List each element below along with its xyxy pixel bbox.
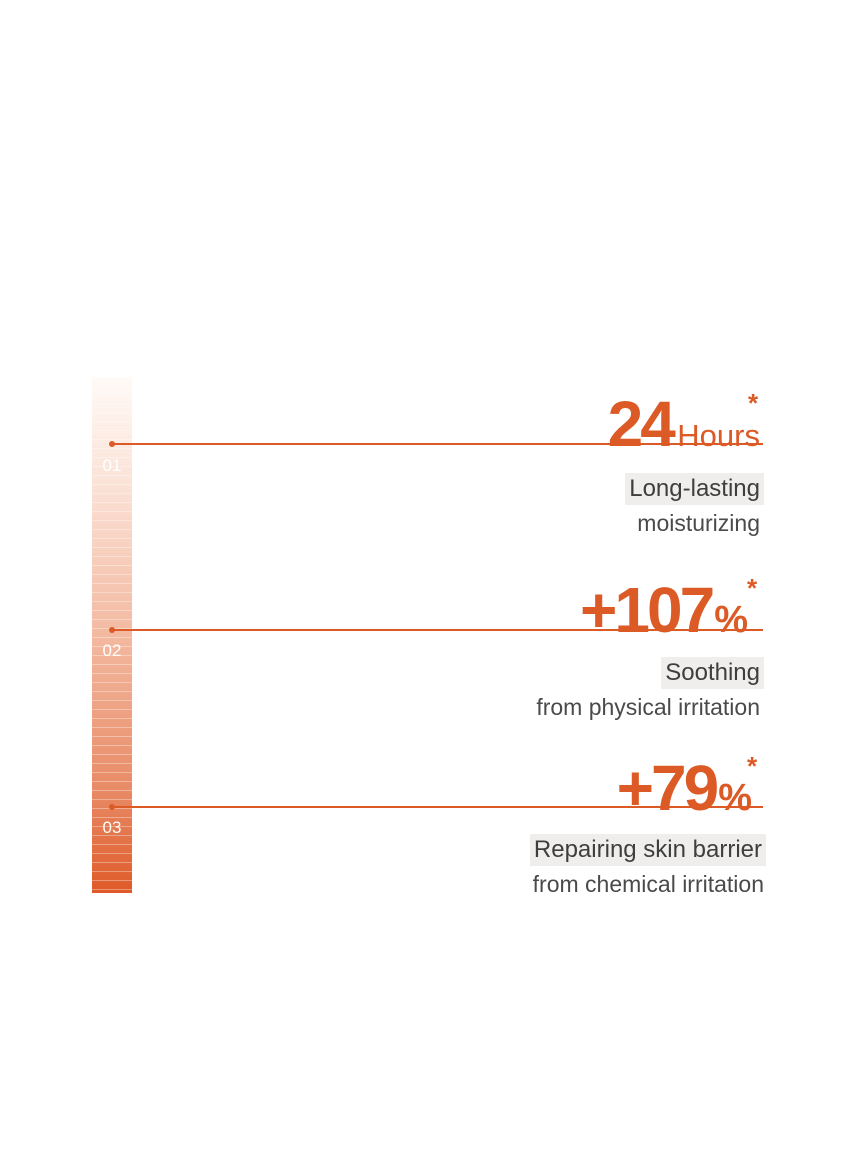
connector-dot-1 <box>109 441 115 447</box>
stat-unit: % <box>714 599 748 641</box>
gradient-timeline-bar <box>92 377 132 893</box>
stat-subtitle-3: from chemical irritation <box>532 871 764 897</box>
asterisk-2: * <box>747 573 758 603</box>
connector-line-3 <box>112 806 763 808</box>
stat-2: +107% <box>580 578 748 642</box>
connector-line-2 <box>112 629 763 631</box>
step-number-2: 02 <box>102 641 122 660</box>
step-number-1: 01 <box>102 456 122 475</box>
connector-line-1 <box>112 443 763 445</box>
stat-title-1: Long-lasting <box>625 473 764 505</box>
step-number-3: 03 <box>102 818 122 837</box>
asterisk-3: * <box>747 751 758 781</box>
connector-dot-3 <box>109 804 115 810</box>
stat-value: 24 <box>607 388 676 460</box>
stat-title-2: Soothing <box>661 657 764 689</box>
asterisk-1: * <box>748 388 759 418</box>
stat-value: +107 <box>580 574 715 646</box>
stat-title-3: Repairing skin barrier <box>529 834 766 866</box>
stat-subtitle-1: moisturizing <box>637 510 760 536</box>
connector-dot-2 <box>109 627 115 633</box>
stat-1: 24 Hours <box>608 392 760 456</box>
stat-3: +79% <box>617 756 752 820</box>
stat-unit: Hours <box>677 418 760 453</box>
stat-unit: % <box>718 777 752 819</box>
stat-value: +79 <box>616 752 720 824</box>
stat-subtitle-2: from physical irritation <box>536 694 760 720</box>
